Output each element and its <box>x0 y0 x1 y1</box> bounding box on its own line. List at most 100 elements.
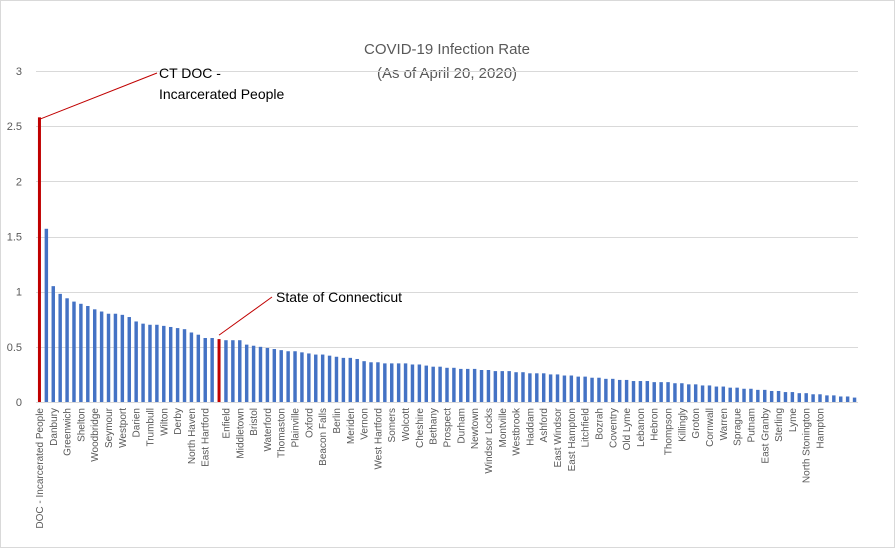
bar <box>341 357 346 402</box>
bar <box>728 387 732 402</box>
bar <box>638 381 643 402</box>
bar <box>334 356 339 402</box>
bar <box>680 383 684 402</box>
x-tick-label: Bethany <box>429 408 440 445</box>
x-tick-label: Berlin <box>332 408 343 434</box>
x-tick-label: Litchfield <box>581 408 592 447</box>
gridlines <box>36 71 858 348</box>
bar <box>659 382 663 402</box>
bar <box>72 301 76 402</box>
bar <box>155 324 159 402</box>
bar <box>148 324 152 402</box>
x-tick-label: Thompson <box>664 408 675 455</box>
x-tick-label: Lyme <box>788 408 799 433</box>
bar <box>134 321 138 402</box>
y-tick-label: 1 <box>16 287 22 299</box>
bar <box>175 328 180 402</box>
bar <box>783 392 788 402</box>
x-tick-label: Cheshire <box>415 408 426 448</box>
bar-highlight <box>217 339 221 402</box>
x-tick-label: Sterling <box>774 408 785 442</box>
bar <box>507 371 511 402</box>
bar <box>258 346 263 402</box>
bar <box>790 392 795 402</box>
x-tick-label: Somers <box>387 408 398 442</box>
bar <box>279 350 283 402</box>
bar <box>624 379 629 402</box>
bar <box>314 354 318 402</box>
x-tick-label: Trumbull <box>145 408 156 447</box>
bar <box>721 386 726 402</box>
y-tick-label: 2.5 <box>7 121 22 133</box>
y-tick-label: 3 <box>16 66 22 78</box>
bar <box>693 384 698 402</box>
bar <box>631 381 636 402</box>
x-tick-label: West Hartford <box>373 408 384 470</box>
bar <box>832 395 836 402</box>
x-tick-label: Cornwall <box>705 408 716 447</box>
bar <box>445 367 449 402</box>
x-tick-label: Meriden <box>346 408 357 444</box>
bar <box>562 375 567 402</box>
bar <box>707 385 712 402</box>
bar <box>521 372 525 402</box>
x-tick-label: North Haven <box>187 408 198 464</box>
x-tick-label: Seymour <box>104 407 115 448</box>
annotation-text: State of Connecticut <box>276 289 402 305</box>
x-tick-label: Middletown <box>235 408 246 459</box>
x-tick-label: Vernon <box>360 408 371 440</box>
bar <box>673 383 677 402</box>
x-tick-label: Darien <box>132 408 143 437</box>
x-tick-label: East Hartford <box>201 408 212 467</box>
bar <box>113 313 118 402</box>
bar <box>79 303 83 402</box>
x-tick-label: Coventry <box>608 408 619 448</box>
bar <box>162 325 166 402</box>
x-tick-label: Oxford <box>304 408 315 438</box>
bar <box>852 397 857 402</box>
bar <box>604 378 608 402</box>
x-tick-label: Greenwich <box>63 408 74 456</box>
bar <box>438 366 442 402</box>
bar <box>92 309 97 402</box>
bar <box>769 390 774 402</box>
bar <box>376 362 380 402</box>
bar <box>839 396 843 402</box>
bar <box>403 363 408 402</box>
bar <box>700 385 705 402</box>
bar <box>196 334 201 402</box>
bar <box>251 345 256 402</box>
bar <box>51 286 55 402</box>
bar <box>286 351 290 402</box>
bar <box>189 332 194 402</box>
x-tick-label: East Windsor <box>553 407 564 467</box>
bar <box>466 368 470 402</box>
bar <box>182 329 187 402</box>
annotation-leader-line <box>218 296 273 336</box>
x-tick-label: Ashford <box>539 408 550 442</box>
bar <box>714 386 719 402</box>
bar <box>348 357 353 402</box>
bar <box>238 340 242 402</box>
x-tick-label: Lebanon <box>636 408 647 447</box>
bar <box>327 355 332 402</box>
bar <box>811 394 815 402</box>
bar <box>528 373 532 402</box>
bar <box>58 293 62 402</box>
bar <box>231 340 235 402</box>
bar <box>735 387 739 402</box>
annotation-text: CT DOC - <box>159 65 221 81</box>
bar <box>611 378 615 402</box>
x-tick-label: Bristol <box>249 408 260 436</box>
bar <box>300 352 304 402</box>
bar <box>576 376 580 402</box>
x-tick-label: Enfield <box>221 408 232 439</box>
x-tick-label: Woodbridge <box>90 408 101 462</box>
y-axis-ticks: 0 0.5 1 1.5 2 2.5 3 <box>7 66 22 409</box>
bar <box>431 366 435 402</box>
x-tick-label: Montville <box>498 408 509 448</box>
bar <box>742 388 746 402</box>
